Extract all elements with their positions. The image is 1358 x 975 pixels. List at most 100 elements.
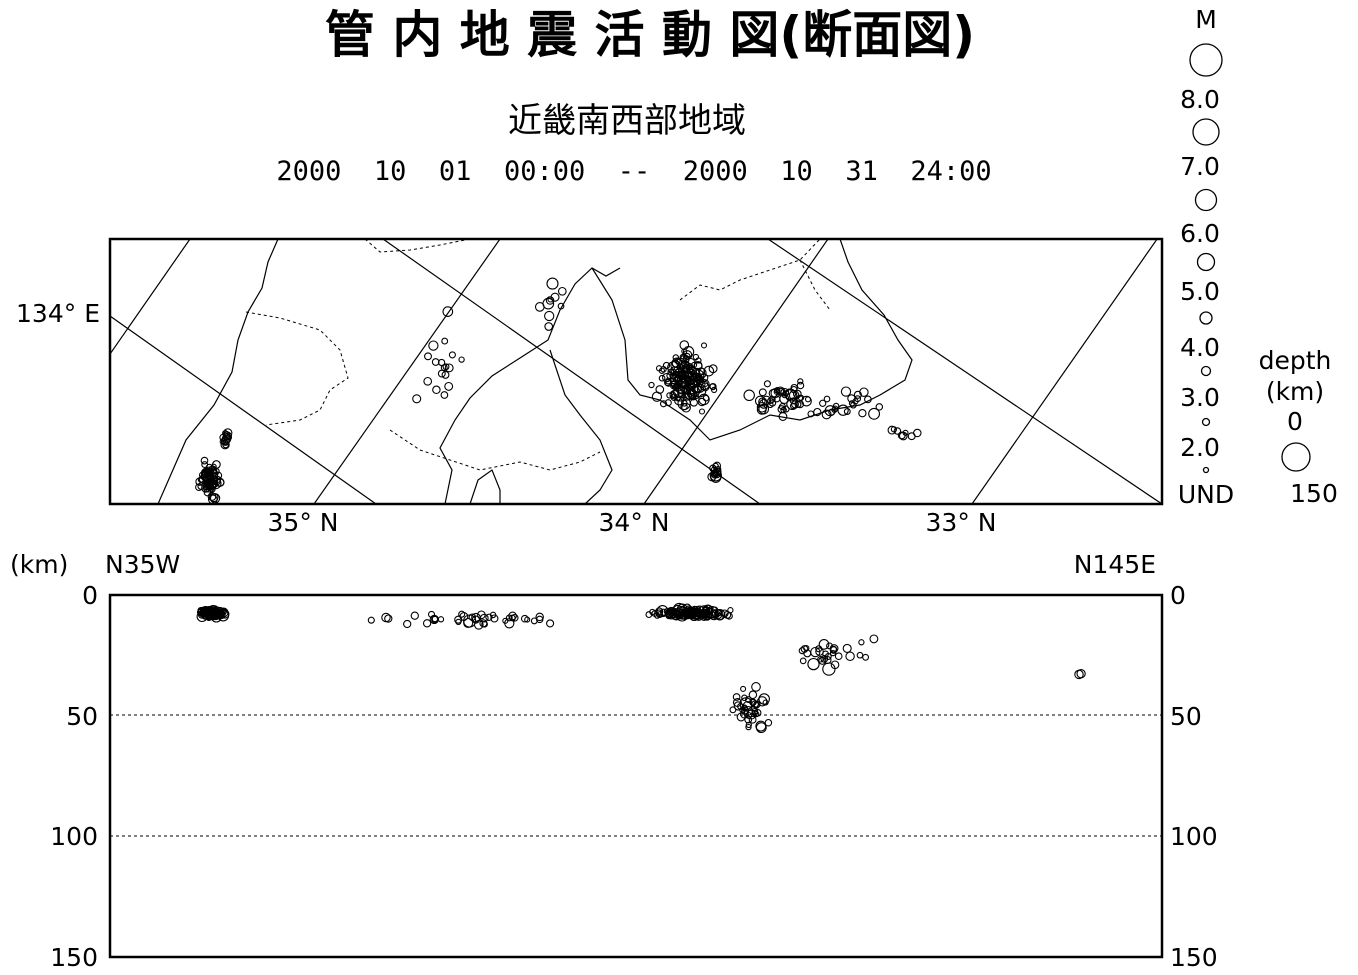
legend-label-m3: 3.0	[1180, 383, 1220, 412]
hypocenter-marker	[803, 645, 810, 652]
hypocenter-marker	[732, 693, 741, 701]
hypocenter-marker	[410, 611, 419, 620]
graticule-lat-33	[971, 239, 1158, 504]
epicenter-marker	[837, 404, 849, 416]
coastline-peninsula	[591, 239, 913, 441]
hypocenter-marker	[748, 690, 758, 700]
depth-tick-right-0: 0	[1170, 581, 1186, 610]
epicenter-marker	[692, 369, 705, 382]
depth-legend: depth (km) 0 150	[1259, 346, 1338, 508]
epicenter-marker	[662, 372, 672, 383]
hypocenter-marker	[659, 608, 668, 616]
epicenter-marker	[658, 374, 666, 382]
graticule-lon-134	[110, 315, 377, 504]
map-lat-label-35: 35° N	[268, 508, 339, 537]
hypocenter-marker	[649, 608, 656, 616]
graticule-lat-36	[110, 239, 191, 355]
epicenter-marker	[670, 382, 677, 390]
epicenter-marker	[428, 340, 439, 351]
hypocenter-marker	[820, 655, 829, 663]
map-lat-label-33: 33° N	[926, 508, 997, 537]
legend-circle-m4	[1199, 311, 1213, 325]
epicenter-marker	[440, 391, 449, 399]
epicenter-marker	[690, 394, 697, 401]
epicenter-marker	[792, 389, 802, 399]
map-lon-label: 134° E	[16, 299, 100, 328]
epicenter-marker	[412, 394, 422, 404]
section-right-end: N145E	[1074, 550, 1156, 579]
epicenter-marker	[758, 388, 767, 397]
epicenter-marker	[786, 397, 799, 411]
hypocenter-marker	[204, 606, 216, 618]
hypocenter-marker	[489, 611, 497, 619]
hypocenter-marker	[691, 606, 698, 613]
section-hypocenters	[196, 602, 1086, 734]
hypocenter-marker	[422, 619, 432, 628]
epicenter-marker	[655, 385, 665, 394]
epicenter-marker	[681, 367, 691, 377]
depth-tick-right-100: 100	[1170, 822, 1218, 851]
epicenter-marker	[673, 387, 684, 399]
epicenter-marker	[697, 397, 707, 407]
depth-tick-left-0: 0	[82, 581, 98, 610]
hypocenter-marker	[490, 614, 499, 623]
epicenter-marker	[864, 395, 872, 404]
epicenter-marker	[756, 402, 768, 413]
legend-label-m7: 7.0	[1180, 152, 1220, 181]
epicenter-marker	[437, 358, 446, 367]
epicenter-marker	[709, 382, 717, 391]
epicenter-marker	[694, 385, 702, 393]
depth-axis-left: 0 50 100 150	[50, 581, 98, 972]
hypocenter-marker	[520, 614, 529, 623]
epicenter-marker	[546, 277, 559, 290]
hypocenter-marker	[745, 723, 752, 731]
hypocenter-marker	[655, 607, 664, 616]
section-frame	[108, 593, 1164, 959]
epicenter-marker	[200, 456, 209, 465]
epicenter-marker	[843, 408, 851, 415]
depth-legend-max: 150	[1290, 479, 1338, 508]
section-km-label: (km)	[10, 550, 68, 579]
epicenter-marker	[673, 365, 684, 376]
epicenter-marker	[794, 401, 802, 408]
hypocenter-marker	[739, 706, 747, 714]
hypocenter-marker	[458, 610, 466, 618]
epicenter-marker	[680, 354, 690, 364]
epicenter-marker	[677, 396, 691, 411]
epicenter-marker	[544, 310, 555, 322]
epicenter-marker	[444, 381, 454, 391]
hypocenter-marker	[740, 685, 747, 692]
epicenter-marker	[852, 398, 859, 405]
epicenter-marker	[698, 367, 706, 375]
epicenter-marker	[804, 396, 812, 403]
legend-circle-m5	[1196, 252, 1216, 272]
coastlines	[157, 239, 913, 504]
epicenter-marker	[796, 381, 805, 390]
epicenter-marker	[441, 370, 450, 379]
epicenter-marker	[557, 302, 565, 310]
hypocenter-marker	[714, 609, 722, 617]
epicenter-marker	[703, 365, 715, 377]
hypocenter-marker	[741, 694, 748, 702]
epicenter-marker	[662, 361, 671, 370]
hypocenter-marker	[729, 706, 737, 714]
epicenter-marker	[201, 468, 211, 478]
epicenter-marker	[782, 390, 790, 397]
hypocenter-marker	[510, 613, 519, 622]
epicenter-marker	[778, 412, 788, 421]
epicenter-marker	[213, 468, 220, 475]
epicenter-marker	[707, 472, 717, 482]
hypocenter-marker	[818, 639, 830, 650]
epicenter-marker	[711, 471, 719, 479]
hypocenter-marker	[842, 643, 852, 653]
hypocenter-marker	[546, 619, 555, 628]
hypocenter-marker	[431, 615, 439, 623]
hypocenter-marker	[455, 618, 462, 626]
border-1	[245, 311, 349, 426]
epicenter-marker	[709, 469, 722, 482]
hypocenter-marker	[869, 634, 879, 644]
epicenter-marker	[770, 388, 781, 399]
epicenter-marker	[902, 429, 909, 436]
coastline-south	[469, 469, 501, 504]
epicenter-marker	[831, 406, 838, 413]
